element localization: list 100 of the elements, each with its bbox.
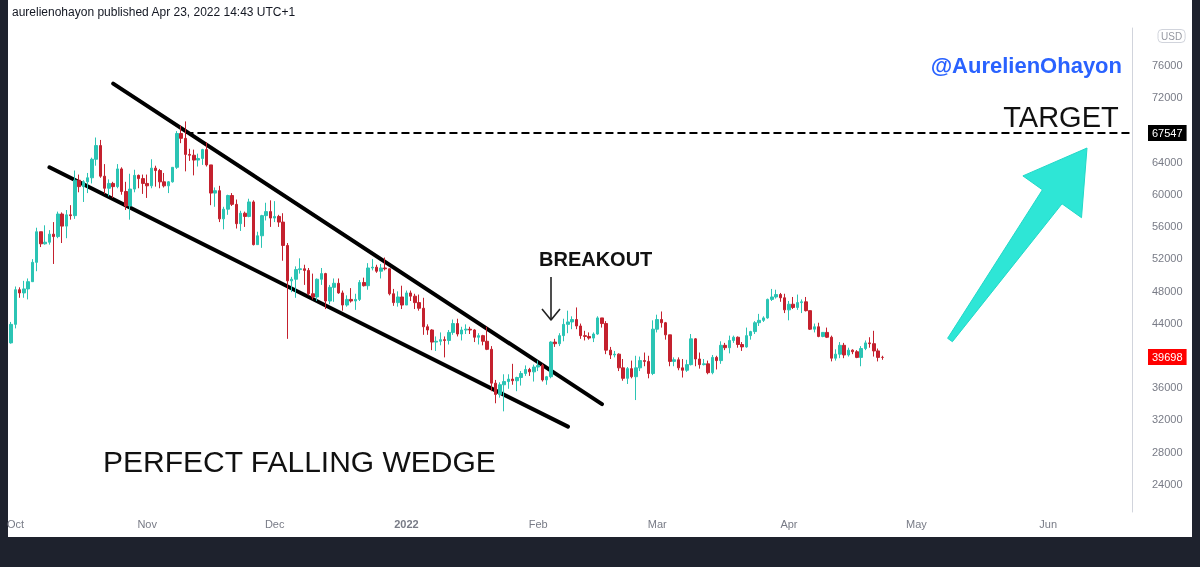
candlestick (430, 328, 434, 351)
candlestick (715, 355, 718, 370)
annotation: TARGET (1003, 100, 1119, 133)
candlestick (273, 200, 276, 223)
candlestick (65, 209, 68, 239)
candlestick (702, 358, 706, 366)
x-tick-label: Feb (528, 517, 548, 530)
candlestick (141, 174, 145, 195)
candlestick (813, 323, 816, 333)
candlestick (791, 296, 795, 310)
candlestick (570, 315, 574, 330)
y-tick-label: 48000 (1152, 284, 1183, 297)
candlestick (150, 158, 153, 189)
y-tick-label: 28000 (1152, 445, 1183, 458)
candlestick (73, 170, 77, 220)
candlestick (502, 373, 506, 412)
y-tick-label: 32000 (1152, 413, 1183, 426)
candlestick (349, 287, 353, 304)
candlestick (332, 277, 336, 303)
candlestick (872, 330, 876, 358)
y-tick-label: 64000 (1152, 155, 1183, 168)
annotation: @AurelienOhayon (930, 52, 1122, 78)
candlestick (60, 211, 64, 244)
candlestick (456, 318, 459, 337)
candlestick (324, 272, 327, 310)
candlestick (817, 322, 820, 338)
candlestick (43, 224, 47, 246)
candlestick (821, 331, 825, 338)
candlestick (511, 363, 514, 386)
candlestick (541, 363, 544, 383)
x-tick-label: Jun (1039, 517, 1058, 530)
candlestick (56, 211, 60, 239)
candlestick (213, 186, 217, 208)
candlestick (787, 300, 791, 321)
candlestick (694, 337, 697, 367)
candlestick (651, 319, 655, 376)
candlestick (77, 174, 81, 193)
candlestick (672, 356, 676, 367)
candlestick (400, 285, 404, 310)
candlestick (800, 298, 803, 314)
y-axis-title: USD (1161, 30, 1183, 42)
x-tick-label: Nov (137, 517, 158, 530)
candlestick (39, 231, 43, 248)
candlestick (252, 199, 255, 246)
candlestick (366, 262, 370, 291)
candlestick (379, 263, 383, 279)
annotation: PERFECT FALLING WEDGE (103, 444, 496, 478)
candlestick (783, 293, 786, 314)
y-tick-label: 76000 (1152, 59, 1183, 72)
y-tick-label: 56000 (1152, 220, 1183, 233)
candlestick (111, 181, 115, 199)
y-tick-label: 60000 (1152, 187, 1183, 200)
candlestick (443, 335, 446, 358)
candlestick (243, 211, 247, 228)
text: 39698 (1152, 351, 1183, 363)
candlestick (728, 335, 731, 354)
candlestick (774, 289, 778, 300)
candlestick (532, 364, 536, 383)
candlestick (434, 335, 438, 352)
candlestick (247, 198, 251, 218)
y-tick-label: 44000 (1152, 316, 1183, 329)
candlestick (647, 355, 650, 379)
candlestick (396, 290, 400, 308)
x-tick-label: Mar (647, 517, 668, 530)
candlestick (22, 280, 26, 299)
candlestick (128, 173, 132, 221)
candlestick (745, 327, 748, 349)
candlestick (192, 149, 196, 176)
y-tick-label: 72000 (1152, 91, 1183, 104)
candlestick (587, 331, 591, 341)
candlestick (604, 320, 608, 355)
candlestick (736, 335, 740, 349)
candlestick (18, 286, 21, 299)
candlestick (723, 342, 727, 351)
candlestick (855, 349, 859, 359)
x-tick-label: May (906, 517, 928, 530)
candlestick (116, 163, 119, 189)
candlestick (107, 178, 111, 197)
candlestick (838, 341, 842, 359)
candlestick (711, 354, 714, 375)
candlestick (413, 293, 417, 310)
candlestick (634, 355, 638, 401)
candlestick (681, 358, 684, 379)
candlestick (553, 338, 557, 348)
candlestick (196, 153, 200, 168)
y-tick-label: 52000 (1152, 252, 1183, 265)
candlestick (158, 168, 162, 189)
annotation: BREAKOUT (539, 248, 653, 270)
candlestick (626, 366, 629, 385)
candlestick (706, 360, 710, 375)
candlestick (847, 347, 850, 358)
y-tick-label: 24000 (1152, 477, 1183, 490)
candlestick (345, 294, 349, 308)
candlestick (162, 172, 166, 188)
candlestick (239, 210, 242, 232)
ref-line-label: 67547 (1152, 127, 1183, 140)
candlestick (719, 340, 723, 365)
candlestick (362, 277, 366, 288)
candlestick (630, 360, 633, 379)
x-tick-label: Dec (264, 517, 285, 530)
